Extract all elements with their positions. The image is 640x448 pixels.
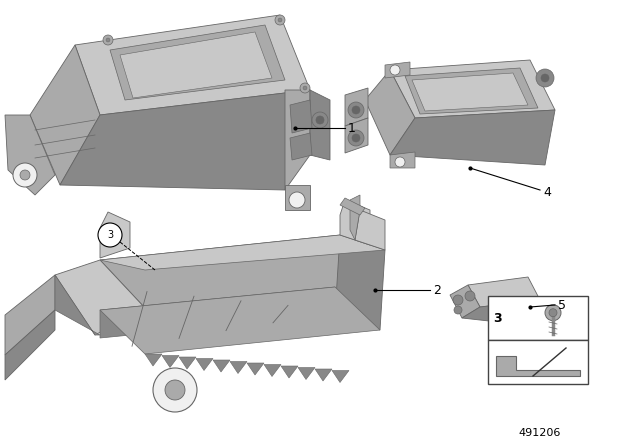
Polygon shape: [355, 210, 385, 250]
Polygon shape: [350, 195, 360, 240]
Polygon shape: [310, 90, 330, 160]
Polygon shape: [196, 358, 213, 370]
Polygon shape: [60, 90, 310, 190]
Circle shape: [348, 102, 364, 118]
Polygon shape: [298, 367, 315, 379]
Circle shape: [312, 112, 328, 128]
Circle shape: [98, 223, 122, 247]
Polygon shape: [385, 62, 410, 78]
Polygon shape: [145, 354, 162, 366]
Polygon shape: [390, 110, 555, 165]
Circle shape: [390, 65, 400, 75]
Circle shape: [541, 74, 549, 82]
Polygon shape: [5, 115, 55, 195]
Polygon shape: [290, 133, 312, 160]
Circle shape: [352, 106, 360, 114]
Circle shape: [549, 309, 557, 317]
Circle shape: [348, 130, 364, 146]
Polygon shape: [345, 88, 368, 126]
Circle shape: [536, 69, 554, 87]
Circle shape: [454, 306, 462, 314]
Text: 1: 1: [348, 121, 356, 134]
Polygon shape: [412, 73, 528, 111]
Polygon shape: [55, 275, 100, 335]
Polygon shape: [179, 357, 196, 369]
Circle shape: [300, 83, 310, 93]
Text: 3: 3: [493, 311, 502, 324]
Polygon shape: [162, 356, 179, 367]
Polygon shape: [468, 277, 540, 307]
Polygon shape: [100, 235, 380, 308]
Circle shape: [316, 116, 324, 124]
Circle shape: [13, 163, 37, 187]
Polygon shape: [55, 260, 145, 335]
Polygon shape: [290, 100, 312, 133]
Polygon shape: [5, 310, 55, 380]
Circle shape: [395, 157, 405, 167]
Polygon shape: [496, 356, 580, 376]
Bar: [488, 340, 588, 384]
Polygon shape: [100, 212, 130, 258]
Polygon shape: [345, 118, 368, 153]
Polygon shape: [264, 365, 281, 376]
Polygon shape: [110, 25, 285, 100]
Circle shape: [275, 15, 285, 25]
Circle shape: [453, 295, 463, 305]
Circle shape: [20, 170, 30, 180]
Text: 4: 4: [543, 185, 551, 198]
Polygon shape: [335, 235, 385, 330]
Text: 5: 5: [558, 298, 566, 311]
Polygon shape: [100, 287, 380, 354]
Text: 491206: 491206: [519, 428, 561, 438]
Polygon shape: [462, 300, 540, 325]
Polygon shape: [213, 360, 230, 372]
Polygon shape: [340, 200, 370, 245]
Polygon shape: [247, 363, 264, 375]
Polygon shape: [230, 362, 247, 374]
Circle shape: [165, 380, 185, 400]
Text: 2: 2: [433, 284, 441, 297]
Polygon shape: [5, 275, 55, 355]
Circle shape: [465, 291, 475, 301]
Polygon shape: [75, 15, 310, 115]
Polygon shape: [285, 185, 310, 210]
Polygon shape: [315, 369, 332, 381]
Circle shape: [278, 18, 282, 22]
Polygon shape: [30, 45, 100, 185]
Circle shape: [103, 35, 113, 45]
Polygon shape: [120, 32, 272, 98]
Polygon shape: [285, 90, 310, 190]
Polygon shape: [390, 60, 555, 118]
Polygon shape: [100, 287, 335, 338]
Circle shape: [289, 192, 305, 208]
Polygon shape: [390, 152, 415, 168]
Polygon shape: [340, 198, 365, 215]
Circle shape: [352, 134, 360, 142]
Circle shape: [153, 368, 197, 412]
Circle shape: [106, 38, 110, 42]
Text: 3: 3: [107, 230, 113, 240]
Bar: [488, 296, 588, 340]
Polygon shape: [365, 70, 415, 155]
Polygon shape: [450, 285, 480, 318]
Polygon shape: [332, 370, 349, 383]
Circle shape: [545, 305, 561, 321]
Polygon shape: [405, 68, 538, 114]
Polygon shape: [281, 366, 298, 378]
Circle shape: [303, 86, 307, 90]
Polygon shape: [100, 235, 385, 270]
